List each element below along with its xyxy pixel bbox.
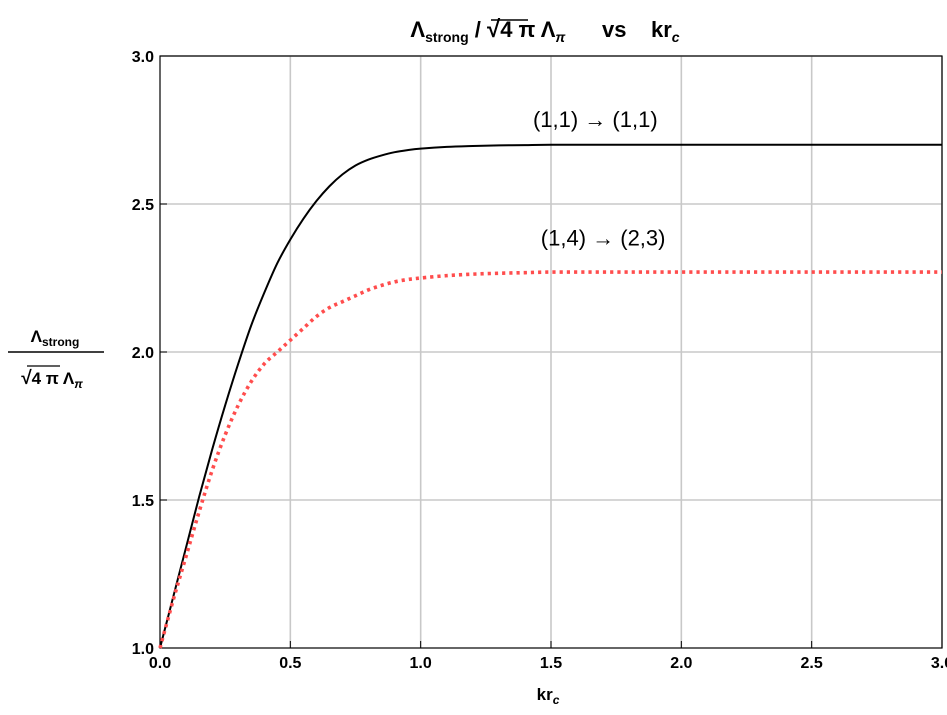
ylabel-denominator-symbol: Λ [63, 369, 75, 388]
x-tick-label-5: 2.5 [801, 655, 823, 672]
y-tick-label-0: 1.0 [132, 641, 154, 658]
title-vs: vs [602, 17, 626, 42]
ylabel-sqrt-content: 4 π [32, 369, 59, 388]
title-sqrt-symbol: √ [487, 16, 501, 43]
ylabel-numerator: Λstrong [31, 327, 80, 349]
x-tick-label-6: 3.0 [931, 655, 947, 672]
series-line-0 [159, 143, 942, 649]
title-denominator-sub: π [555, 29, 566, 45]
y-tick-label-1: 1.5 [132, 493, 154, 510]
title-slash: / [475, 17, 481, 42]
y-tick-label-3: 2.5 [132, 197, 154, 214]
ylabel-sqrt-symbol: √ [21, 368, 32, 389]
ylabel-numerator-symbol: Λ [31, 327, 43, 346]
ylabel-denominator-sub: π [74, 377, 83, 391]
title-numerator-sub: strong [425, 29, 469, 45]
annotation-1: (1,4) → (2,3) [541, 225, 666, 250]
chart-title: Λstrong / √4 π Λπ vs krc [410, 16, 679, 45]
xlabel-main: kr [537, 685, 553, 704]
x-tick-label-0: 0.0 [149, 655, 171, 672]
title-denominator-symbol: Λ [541, 17, 556, 42]
ylabel-numerator-sub: strong [42, 335, 79, 349]
series-layer [158, 143, 942, 649]
title-numerator-symbol: Λ [410, 17, 425, 42]
annotation-0: (1,1) → (1,1) [533, 107, 658, 132]
x-tick-label-4: 2.0 [670, 655, 692, 672]
x-tick-label-2: 1.0 [410, 655, 432, 672]
x-tick-label-3: 1.5 [540, 655, 562, 672]
ylabel-denominator: √4 π Λπ [21, 368, 83, 391]
title-x-sub: c [672, 29, 680, 45]
xlabel: krc [537, 685, 560, 707]
x-tick-label-1: 0.5 [279, 655, 301, 672]
annotation-layer: (1,1) → (1,1) (1,4) → (2,3) [533, 107, 666, 250]
y-tick-label-4: 3.0 [132, 49, 154, 66]
y-tick-label-2: 2.0 [132, 345, 154, 362]
title-sqrt-content: 4 π [500, 17, 535, 42]
ticks-layer: 0.0 0.5 1.0 1.5 2.0 2.5 3.0 1.0 1.5 2.0 2.5 3.0 [132, 49, 947, 672]
series-line-1 [158, 270, 942, 649]
title-x-main: kr [651, 17, 672, 42]
xlabel-sub: c [553, 693, 560, 707]
